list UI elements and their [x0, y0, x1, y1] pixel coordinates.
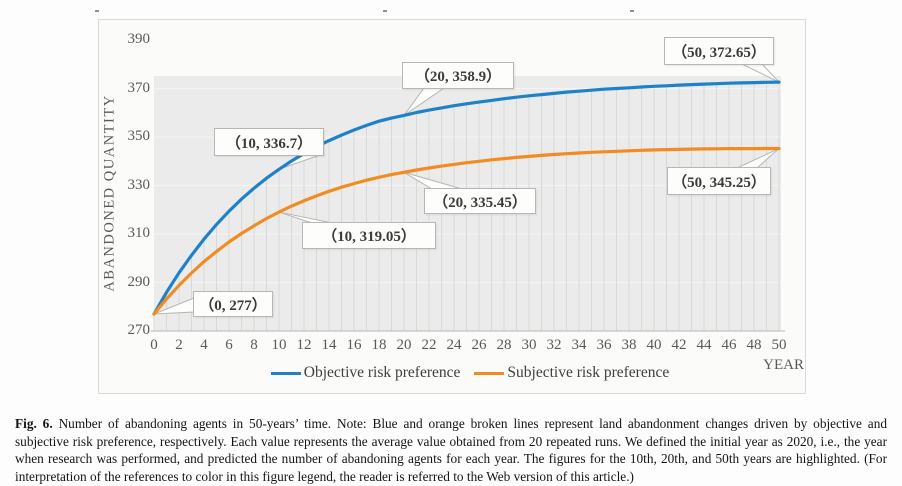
y-tick-label: 330: [127, 176, 151, 193]
x-tick-label: 36: [596, 337, 612, 353]
y-tick-label: 350: [127, 128, 151, 144]
x-tick-label: 50: [771, 337, 787, 353]
x-tick-label: 6: [225, 337, 233, 353]
x-tick-label: 38: [621, 337, 637, 353]
x-tick-label: 2: [175, 337, 183, 353]
y-tick-label: 370: [127, 79, 151, 96]
x-tick-label: 34: [571, 337, 587, 353]
legend-label-subjective: Subjective risk preference: [507, 364, 670, 381]
x-tick-label: 44: [696, 337, 712, 353]
y-tick-label: 310: [127, 225, 151, 241]
x-tick-label: 14: [321, 337, 337, 353]
data-label-callout: （20, 358.9）: [402, 62, 514, 89]
x-tick-label: 4: [200, 337, 208, 353]
data-label-callout: （50, 372.65）: [664, 37, 774, 65]
x-tick-label: 46: [721, 337, 737, 353]
data-label-callout: （0, 277）: [193, 291, 273, 317]
cropped-text-fragment: [630, 10, 634, 12]
figure-caption-text: Number of abandoning agents in 50-years’…: [15, 416, 888, 485]
data-label-callout: （50, 345.25）: [667, 167, 771, 195]
x-tick-label: 30: [521, 337, 537, 353]
x-tick-label: 32: [546, 337, 562, 353]
x-tick-label: 16: [346, 337, 362, 353]
objective-line-sample-icon: [270, 371, 301, 375]
data-label-callout: （20, 335.45）: [424, 188, 536, 214]
x-tick-label: 24: [446, 337, 462, 353]
subjective-line-sample-icon: [474, 371, 505, 375]
x-tick-label: 8: [250, 337, 258, 353]
x-tick-label: 12: [296, 337, 312, 353]
x-axis-title: YEAR: [763, 357, 804, 373]
data-label-callout: （10, 336.7）: [214, 128, 324, 156]
cropped-text-fragment: [383, 10, 387, 12]
figure-caption: Fig. 6. Number of abandoning agents in 5…: [15, 415, 887, 485]
figure-number: Fig. 6.: [15, 416, 53, 432]
y-tick-label: 390: [127, 31, 151, 47]
legend-label-objective: Objective risk preference: [303, 364, 461, 381]
legend-item-subjective: Subjective risk preference: [474, 364, 669, 382]
x-tick-label: 22: [421, 337, 437, 353]
x-tick-label: 42: [671, 337, 687, 353]
x-tick-label: 48: [746, 337, 762, 353]
x-tick-label: 26: [471, 337, 487, 353]
x-tick-label: 40: [646, 337, 662, 353]
x-tick-label: 0: [150, 337, 158, 353]
cropped-text-fragment: [95, 10, 99, 12]
x-tick-label: 20: [396, 337, 412, 353]
legend-item-objective: Objective risk preference: [270, 364, 461, 382]
x-tick-label: 18: [371, 337, 387, 353]
data-label-callout: （10, 319.05）: [302, 222, 436, 249]
y-tick-label: 290: [127, 273, 151, 290]
x-tick-label: 28: [496, 337, 512, 353]
chart-legend: Objective risk preference Subjective ris…: [150, 364, 790, 382]
y-tick-label: 270: [127, 322, 151, 338]
x-tick-label: 10: [271, 337, 287, 353]
